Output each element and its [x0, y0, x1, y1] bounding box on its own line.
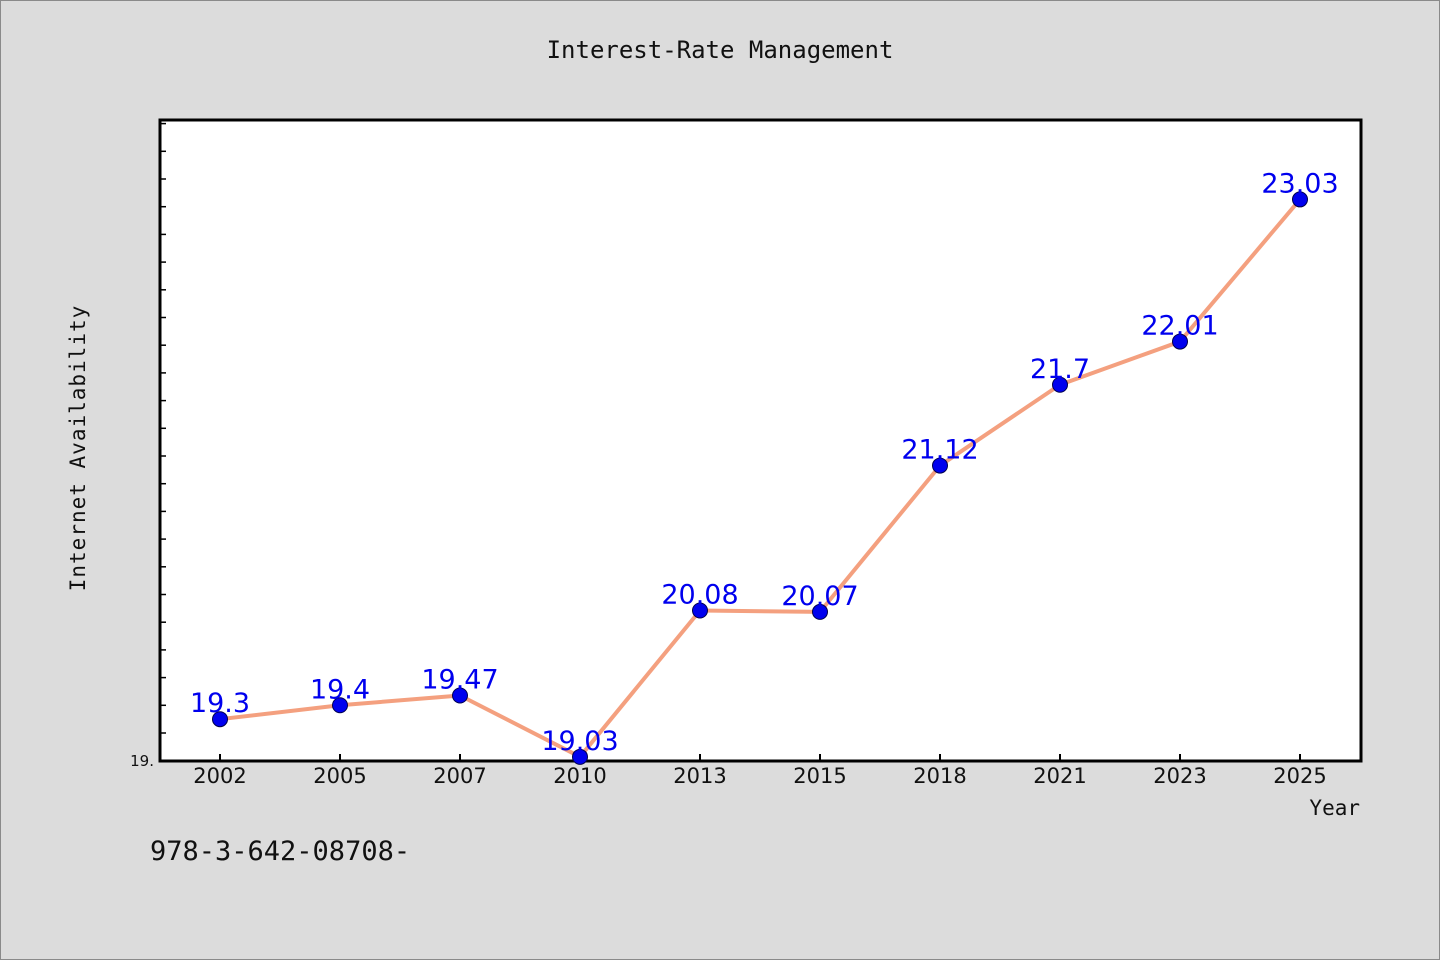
y-tick-label: 19. [130, 752, 154, 770]
x-axis-ticks: 2002 2005 2007 2010 2013 2015 2018 2021 2023 2025 [193, 754, 1327, 788]
data-label: 20.07 [781, 581, 858, 612]
data-label: 21.12 [901, 435, 978, 466]
x-tick-label: 2025 [1273, 764, 1326, 788]
data-labels: 19.3 19.4 19.47 19.03 20.08 20.07 21.12 21.7 22.… [190, 168, 1339, 756]
data-point [932, 457, 948, 474]
data-point [212, 711, 228, 728]
data-point [332, 697, 348, 714]
data-point [1292, 191, 1308, 208]
data-point [692, 602, 708, 619]
data-label: 21.7 [1030, 354, 1090, 385]
data-points [212, 191, 1308, 765]
y-axis-label: Internet Availability [66, 304, 90, 592]
series-line [219, 198, 1302, 759]
x-tick-label: 2018 [913, 764, 966, 788]
x-tick-label: 2015 [793, 764, 846, 788]
x-tick-label: 2002 [193, 764, 246, 788]
x-tick-label: 2023 [1153, 764, 1206, 788]
y-axis-minor-ticks: 19. [130, 122, 166, 770]
data-label: 20.08 [661, 580, 738, 611]
data-label: 19.3 [190, 688, 250, 719]
data-point [1052, 376, 1068, 393]
x-tick-label: 2013 [673, 764, 726, 788]
x-tick-label: 2021 [1033, 764, 1086, 788]
data-label: 19.47 [421, 665, 498, 696]
data-label: 19.4 [310, 674, 370, 705]
isbn-footnote: 978-3-642-08708- [150, 836, 411, 867]
x-tick-label: 2010 [553, 764, 606, 788]
x-tick-label: 2007 [433, 764, 486, 788]
data-point [572, 748, 588, 765]
data-point [452, 687, 468, 704]
data-label: 19.03 [541, 726, 618, 757]
chart-title: Interest-Rate Management [546, 36, 894, 64]
data-label: 23.03 [1261, 168, 1338, 199]
data-point [812, 603, 828, 620]
plot-area [158, 118, 1363, 763]
x-axis-label: Year [1309, 796, 1360, 820]
data-label: 22.01 [1141, 311, 1218, 342]
x-tick-label: 2005 [313, 764, 366, 788]
data-point [1172, 333, 1188, 350]
